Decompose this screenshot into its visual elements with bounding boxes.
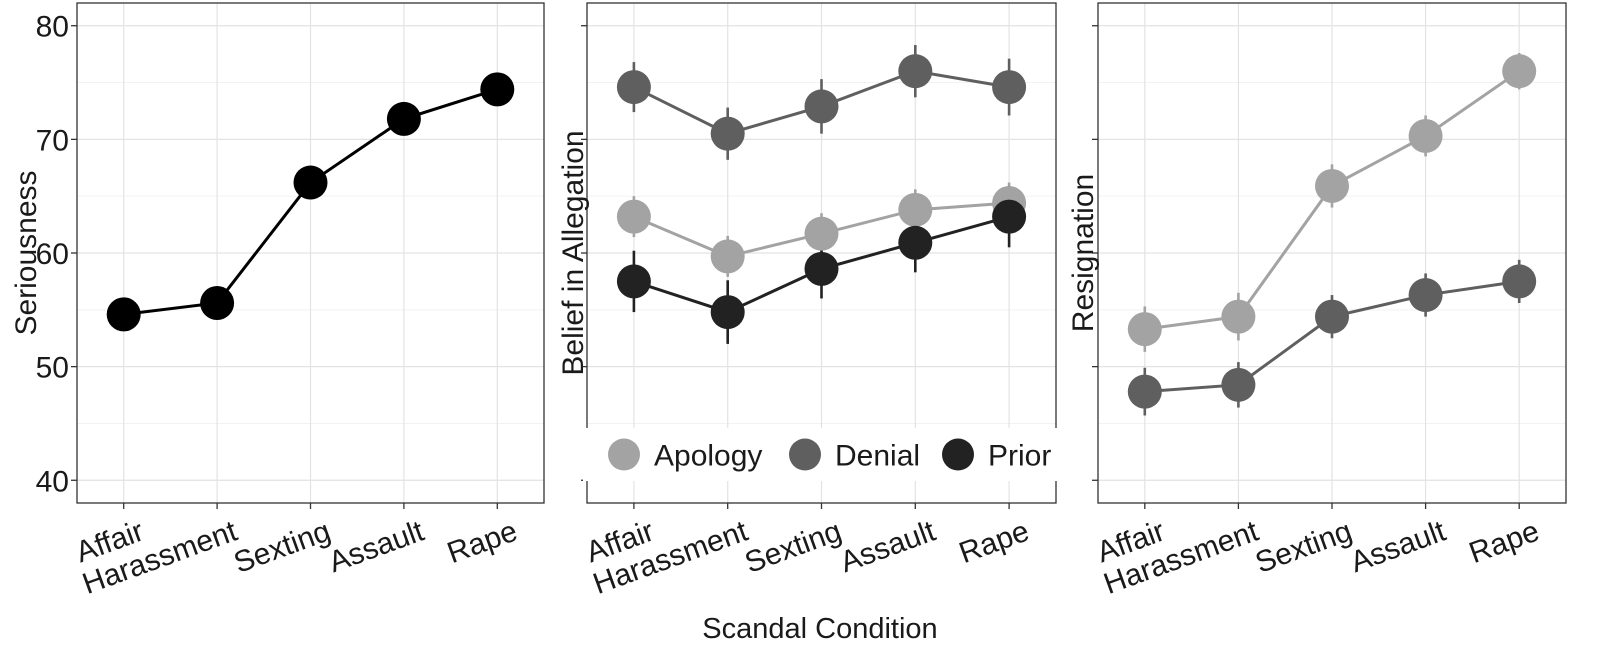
panels: 4050607080AffairHarassmentSextingAssault…	[10, 2, 1567, 601]
data-point-apology	[710, 239, 745, 274]
data-point-prior	[992, 199, 1027, 234]
data-point-denial	[1315, 299, 1349, 334]
data-point-apology	[1502, 54, 1537, 89]
data-point-denial	[1408, 278, 1443, 313]
x-axis-title: Scandal Condition	[702, 613, 937, 645]
data-point-prior	[898, 225, 933, 260]
x-tick-label: Assault	[836, 514, 940, 579]
legend-label-apology: Apology	[654, 440, 762, 473]
legend-label-denial: Denial	[835, 440, 920, 473]
data-point-apology	[1221, 299, 1256, 334]
data-point-0	[480, 72, 515, 107]
x-tick-label: Rape	[443, 515, 522, 571]
data-point-denial	[804, 89, 839, 124]
legend-swatch-denial	[789, 438, 821, 471]
x-tick-label: Rape	[955, 515, 1034, 571]
legend-swatch-prior	[942, 438, 974, 471]
x-tick-label: Assault	[1346, 514, 1450, 579]
data-point-prior	[710, 295, 745, 330]
legend-swatch-apology	[608, 438, 640, 471]
data-point-0	[293, 165, 328, 200]
y-tick-label: 40	[36, 465, 69, 498]
data-point-prior	[804, 251, 839, 286]
y-tick-label: 50	[36, 352, 69, 385]
y-tick-label: 80	[36, 11, 69, 44]
y-axis-title: Seriousness	[10, 170, 43, 335]
x-tick-label: Assault	[325, 514, 429, 579]
y-axis-title: Resignation	[1067, 174, 1100, 332]
x-tick-label: Sexting	[1251, 515, 1356, 580]
data-point-denial	[1127, 374, 1162, 409]
x-tick-label: Rape	[1465, 515, 1544, 571]
data-point-apology	[616, 199, 651, 234]
data-point-apology	[804, 216, 839, 251]
data-point-denial	[1502, 264, 1537, 299]
data-point-denial	[1221, 367, 1256, 402]
data-point-apology	[898, 192, 933, 227]
data-point-0	[106, 297, 141, 332]
data-point-denial	[710, 116, 745, 151]
data-point-denial	[898, 54, 933, 89]
data-point-0	[200, 286, 235, 320]
legend-label-prior: Prior	[988, 440, 1051, 473]
data-point-denial	[992, 70, 1027, 105]
y-tick-label: 60	[36, 238, 69, 271]
x-tick-label: Sexting	[230, 515, 335, 580]
data-point-apology	[1127, 312, 1162, 347]
data-point-0	[386, 101, 421, 136]
y-axis-title: Belief in Allegation	[557, 130, 590, 375]
data-point-apology	[1408, 118, 1443, 153]
y-tick-label: 70	[36, 124, 69, 157]
chart-panel-1: 4050607080AffairHarassmentSextingAssault…	[10, 2, 545, 601]
data-point-apology	[1315, 168, 1349, 203]
data-point-prior	[616, 264, 651, 299]
data-point-denial	[616, 70, 651, 105]
x-tick-label: Sexting	[741, 515, 846, 580]
legend: Apology Denial Prior	[583, 428, 1058, 481]
